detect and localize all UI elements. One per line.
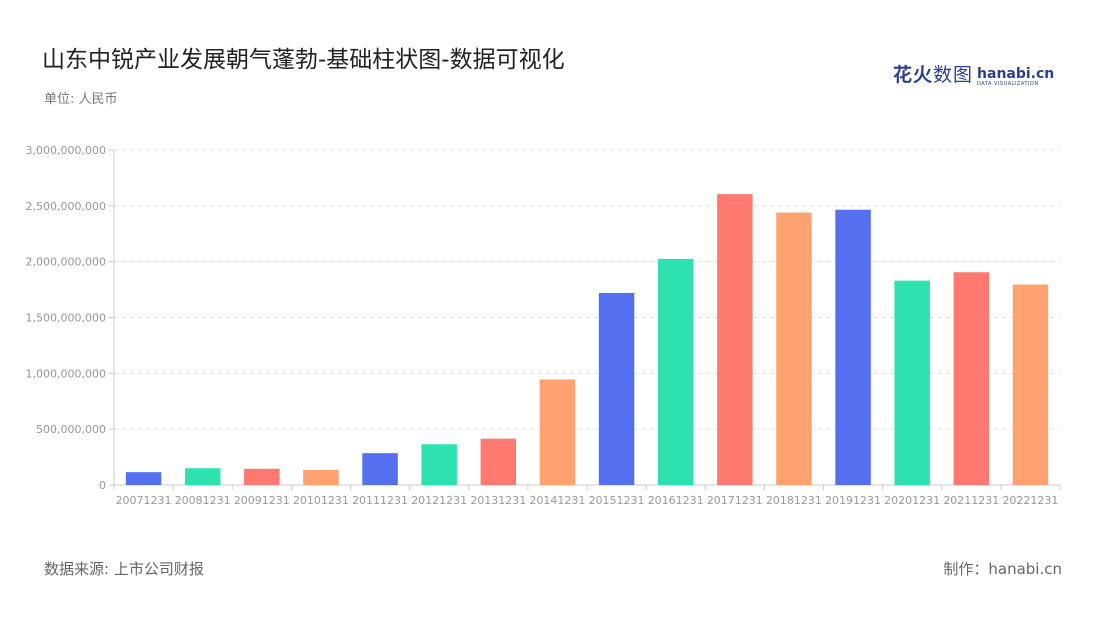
x-tick-label: 20101231 (293, 494, 349, 507)
y-tick-label: 0 (99, 479, 106, 492)
maker-credit: 制作：hanabi.cn (943, 560, 1062, 578)
logo-en-text: hanabi.cn DATA VISUALIZATION (977, 67, 1054, 87)
x-tick-label: 20141231 (529, 494, 585, 507)
unit-label: 单位: 人民币 (44, 92, 118, 107)
bar-20101231 (303, 469, 339, 485)
bar-20111231 (362, 453, 398, 485)
bar-20121231 (421, 444, 457, 485)
x-tick-label: 20131231 (470, 494, 526, 507)
x-tick-label: 20121231 (411, 494, 467, 507)
y-tick-label: 500,000,000 (36, 423, 106, 436)
y-tick-label: 2,000,000,000 (26, 256, 106, 269)
x-tick-label: 20161231 (648, 494, 704, 507)
x-tick-label: 20151231 (589, 494, 645, 507)
y-tick-label: 2,500,000,000 (26, 200, 106, 213)
bar-20091231 (244, 468, 280, 485)
x-tick-label: 20191231 (825, 494, 881, 507)
x-tick-label: 20211231 (943, 494, 999, 507)
y-tick-label: 3,000,000,000 (26, 144, 106, 157)
x-tick-label: 20081231 (175, 494, 231, 507)
logo-en-main: hanabi.cn (977, 66, 1055, 82)
x-tick-label: 20201231 (884, 494, 940, 507)
x-tick-label: 20181231 (766, 494, 822, 507)
bar-20141231 (539, 379, 576, 485)
logo-cn-light: 数图 (933, 64, 974, 86)
bar-20161231 (657, 258, 694, 485)
logo-en-sub: DATA VISUALIZATION (977, 81, 1039, 87)
y-tick-label: 1,000,000,000 (26, 367, 106, 380)
x-tick-label: 20171231 (707, 494, 763, 507)
logo-cn-main: 花火 (893, 64, 934, 86)
x-tick-label: 20111231 (352, 494, 408, 507)
bar-20171231 (717, 194, 753, 485)
logo-cn-text: 花火数图 (893, 60, 973, 87)
brand-logo: 花火数图 hanabi.cn DATA VISUALIZATION (893, 60, 1054, 87)
bar-20131231 (480, 438, 517, 485)
x-tick-label: 20221231 (1002, 494, 1058, 507)
y-tick-label: 1,500,000,000 (26, 312, 106, 325)
bar-20071231 (125, 472, 162, 485)
bar-20151231 (598, 292, 635, 485)
bar-20211231 (953, 272, 990, 485)
bar-20221231 (1012, 284, 1049, 485)
data-source: 数据来源: 上市公司财报 (44, 560, 204, 578)
bar-20191231 (835, 209, 871, 485)
chart-title: 山东中锐产业发展朝气蓬勃-基础柱状图-数据可视化 (42, 47, 565, 73)
bar-20081231 (184, 468, 221, 485)
x-tick-label: 20071231 (116, 494, 172, 507)
bar-20181231 (776, 212, 812, 486)
bar-20201231 (894, 280, 930, 485)
x-tick-label: 20091231 (234, 494, 290, 507)
